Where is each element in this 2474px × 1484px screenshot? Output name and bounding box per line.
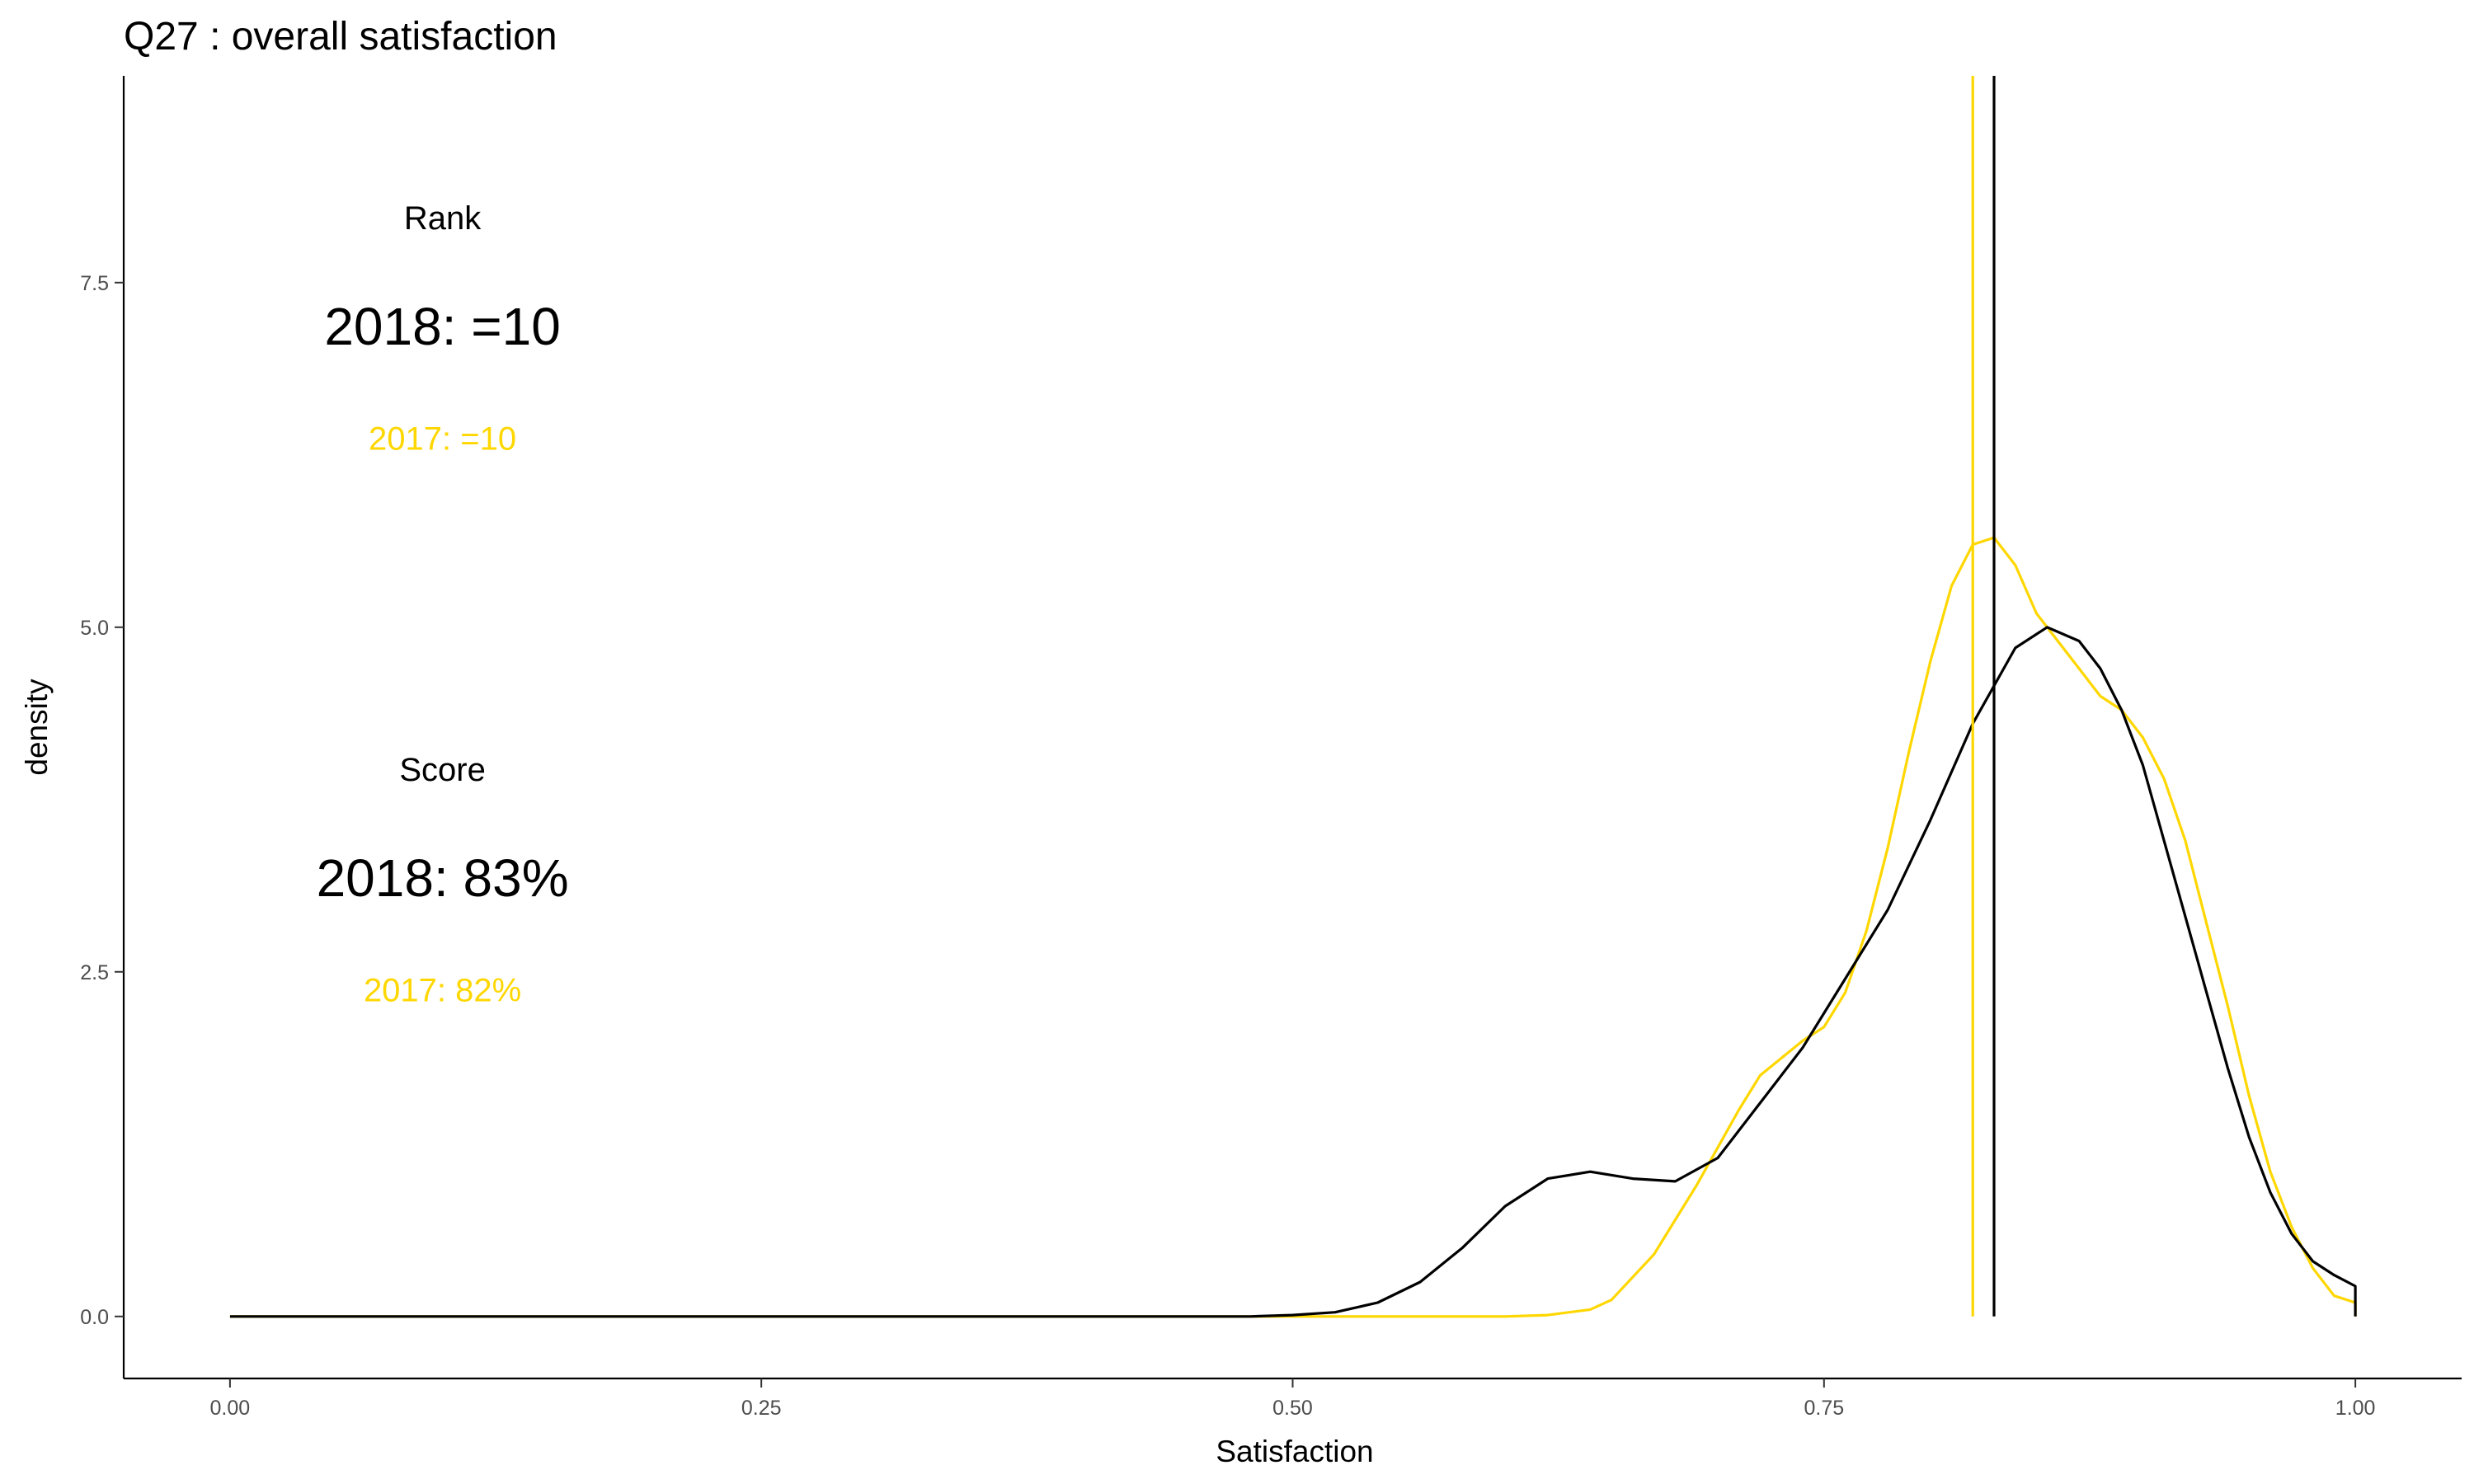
x-tick-label: 0.50	[1272, 1397, 1313, 1420]
y-tick-label: 7.5	[80, 272, 109, 295]
density-curve-2017	[229, 536, 2357, 1318]
annotations: Rank 2018: =10 2017: =10 Score 2018: 83% 2017…	[317, 200, 569, 1008]
x-tick-label: 1.00	[2335, 1397, 2376, 1420]
x-tick-label: 0.25	[741, 1397, 782, 1420]
annotation-label: 2018: =10	[324, 297, 561, 356]
y-tick-label: 2.5	[80, 961, 109, 984]
x-axis-title: Satisfaction	[1216, 1435, 1373, 1468]
annotation-label: 2017: 82%	[364, 972, 521, 1008]
x-tick-label: 0.75	[1804, 1397, 1844, 1420]
annotation-label: Score	[399, 752, 486, 788]
x-tick-label: 0.00	[210, 1397, 251, 1420]
y-tick-label: 5.0	[80, 617, 109, 640]
annotation-label: 2017: =10	[369, 421, 516, 458]
x-axis-ticks: 0.00 0.25 0.50 0.75 1.00	[210, 1378, 2376, 1420]
y-tick-label: 0.0	[80, 1306, 109, 1329]
plot-area	[229, 76, 2357, 1318]
chart-title: Q27 : overall satisfaction	[124, 15, 557, 59]
y-axis-title: density	[20, 679, 54, 776]
y-axis-ticks: 0.0 2.5 5.0 7.5	[80, 272, 124, 1329]
annotation-label: Rank	[404, 200, 482, 237]
annotation-label: 2018: 83%	[317, 848, 569, 908]
density-curve-2018	[229, 626, 2357, 1318]
